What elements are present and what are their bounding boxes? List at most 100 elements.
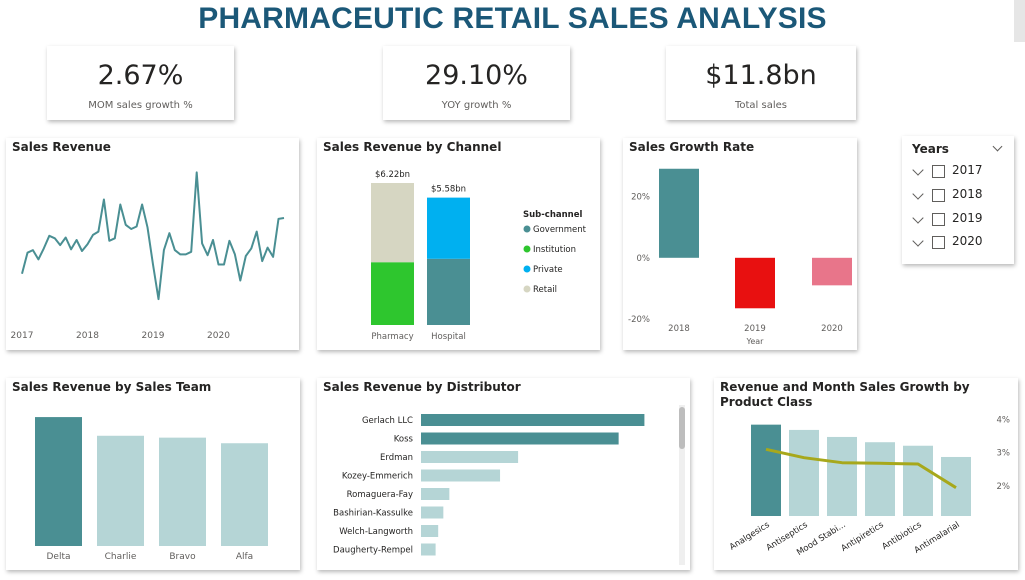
- legend-label: Retail: [533, 285, 557, 295]
- x-tick-label: Charlie: [105, 552, 137, 562]
- checkbox[interactable]: [932, 165, 945, 178]
- x-tick-label: 2017: [11, 331, 34, 341]
- chevron-down-icon[interactable]: [912, 164, 924, 176]
- legend-title: Sub-channel: [523, 210, 582, 220]
- y-tick-label: Erdman: [380, 453, 413, 463]
- visual-title: Sales Growth Rate: [629, 140, 755, 154]
- x-tick-label: Delta: [46, 552, 70, 562]
- chevron-down-icon[interactable]: [912, 188, 924, 200]
- distributor-chart: Gerlach LLC Koss Erdman Kozey-Emmerich Romag…: [333, 414, 645, 556]
- x-tick-label: 2018: [76, 331, 99, 341]
- class-bar: [903, 445, 933, 516]
- channel-total-label: $6.22bn: [375, 170, 410, 180]
- channel-bar-institution: [371, 262, 414, 325]
- years-slicer[interactable]: Years 2017 2018 2019 2020: [902, 136, 1014, 264]
- chevron-down-icon[interactable]: [912, 212, 924, 224]
- distributor-bar: [421, 506, 444, 519]
- y-tick-label: Welch-Langworth: [339, 527, 413, 537]
- legend-marker: [523, 225, 531, 233]
- team-bar: [221, 443, 268, 546]
- y2-tick-label: 2%: [997, 482, 1011, 492]
- distributor-bar: [421, 414, 645, 426]
- x-tick-label: Alfa: [236, 552, 253, 562]
- kpi-value: 29.10%: [425, 60, 528, 91]
- sales-revenue-line: [21, 171, 285, 301]
- channel-bar-government: [427, 258, 470, 325]
- distributor-scrollbar-track[interactable]: [679, 405, 685, 565]
- class-bar: [827, 436, 857, 516]
- visual-title: Sales Revenue: [12, 140, 111, 154]
- slicer-option-2018[interactable]: 2018: [902, 186, 1014, 206]
- kpi-card-total: $11.8bn Total sales: [666, 46, 856, 120]
- slicer-option-label: 2019: [952, 211, 983, 225]
- distributor-bar: [421, 432, 619, 445]
- growth-rate-visual[interactable]: Sales Growth Rate 20% 0% -20% 2018 2019 2020 Y…: [623, 138, 857, 350]
- legend-marker: [523, 245, 531, 253]
- page-title: PHARMACEUTIC RETAIL SALES ANALYSIS: [198, 2, 827, 35]
- sales-team-visual[interactable]: Sales Revenue by Sales Team Delta Charlie…: [6, 378, 300, 570]
- x-tick-label: 2018: [668, 324, 690, 334]
- class-bar: [751, 424, 781, 516]
- kpi-card-mom: 2.67% MOM sales growth %: [47, 46, 234, 120]
- class-bar: [865, 442, 895, 516]
- channel-bar-retail: [371, 183, 414, 263]
- y-tick-label: Daugherty-Rempel: [333, 546, 413, 556]
- slicer-option-label: 2017: [952, 163, 983, 177]
- kpi-label: MOM sales growth %: [88, 100, 193, 111]
- y2-tick-label: 3%: [997, 449, 1011, 459]
- legend-label: Government: [533, 225, 587, 235]
- product-class-visual[interactable]: Revenue and Month Sales Growth by Produc…: [714, 378, 1018, 570]
- y-tick-label: Kozey-Emmerich: [342, 472, 413, 482]
- team-bar: [35, 417, 82, 546]
- growth-bar: [812, 257, 852, 286]
- x-tick-label: Pharmacy: [371, 332, 413, 342]
- channel-visual[interactable]: Sales Revenue by Channel $6.22bn Pharmacy…: [317, 138, 600, 350]
- x-tick-label: 2019: [142, 331, 165, 341]
- slicer-option-2020[interactable]: 2020: [902, 233, 1014, 253]
- y-tick-label: Romaguera-Fay: [347, 490, 413, 500]
- distributor-bar: [421, 469, 501, 482]
- distributor-bar: [421, 451, 519, 463]
- slicer-option-2017[interactable]: 2017: [902, 162, 1014, 182]
- channel-bar-private: [427, 197, 470, 259]
- sales-team-chart: Delta Charlie Bravo Alfa: [35, 417, 268, 562]
- distributor-bar: [421, 488, 450, 500]
- x-tick-label: Bravo: [169, 552, 196, 562]
- x-axis-title: Year: [746, 337, 765, 346]
- y-tick-label: Koss: [394, 435, 414, 445]
- channel-chart: $6.22bn Pharmacy $5.58bn Hospital Sub-channe…: [371, 170, 587, 342]
- y-tick-label: Gerlach LLC: [362, 416, 413, 426]
- distributor-visual[interactable]: Sales Revenue by Distributor Gerlach LLC…: [317, 378, 690, 570]
- class-bar: [789, 429, 819, 516]
- legend-label: Private: [533, 265, 563, 275]
- x-tick-label: 2020: [207, 331, 230, 341]
- visual-title: Sales Revenue by Sales Team: [12, 380, 212, 394]
- team-bar: [97, 435, 144, 546]
- slicer-title: Years: [912, 142, 949, 156]
- scrollbar-edge: [1014, 0, 1025, 42]
- slicer-dropdown-icon[interactable]: [992, 141, 1003, 152]
- kpi-label: YOY growth %: [441, 100, 512, 111]
- growth-line: [765, 447, 957, 489]
- kpi-value: 2.67%: [97, 60, 184, 91]
- y2-tick-label: 4%: [997, 415, 1011, 425]
- x-tick-label: Antipiretics: [840, 520, 886, 554]
- kpi-value: $11.8bn: [705, 60, 817, 91]
- y-tick-label: Bashirian-Kassulke: [333, 509, 413, 519]
- checkbox[interactable]: [932, 189, 945, 202]
- chevron-down-icon[interactable]: [912, 235, 924, 247]
- checkbox[interactable]: [932, 236, 945, 249]
- x-tick-label: Hospital: [431, 332, 466, 342]
- sales-revenue-chart: 2017 2018 2019 2020: [11, 171, 285, 341]
- y-tick-label: 0%: [637, 254, 651, 264]
- y-tick-label: -20%: [628, 315, 650, 325]
- distributor-bar: [421, 543, 436, 556]
- distributor-scrollbar-thumb[interactable]: [679, 407, 685, 449]
- sales-revenue-visual[interactable]: Sales Revenue 2017 2018 2019 2020: [6, 138, 299, 350]
- slicer-option-2019[interactable]: 2019: [902, 210, 1014, 230]
- legend-marker: [523, 285, 531, 293]
- distributor-bar: [421, 525, 439, 537]
- kpi-label: Total sales: [734, 100, 787, 111]
- checkbox[interactable]: [932, 213, 945, 226]
